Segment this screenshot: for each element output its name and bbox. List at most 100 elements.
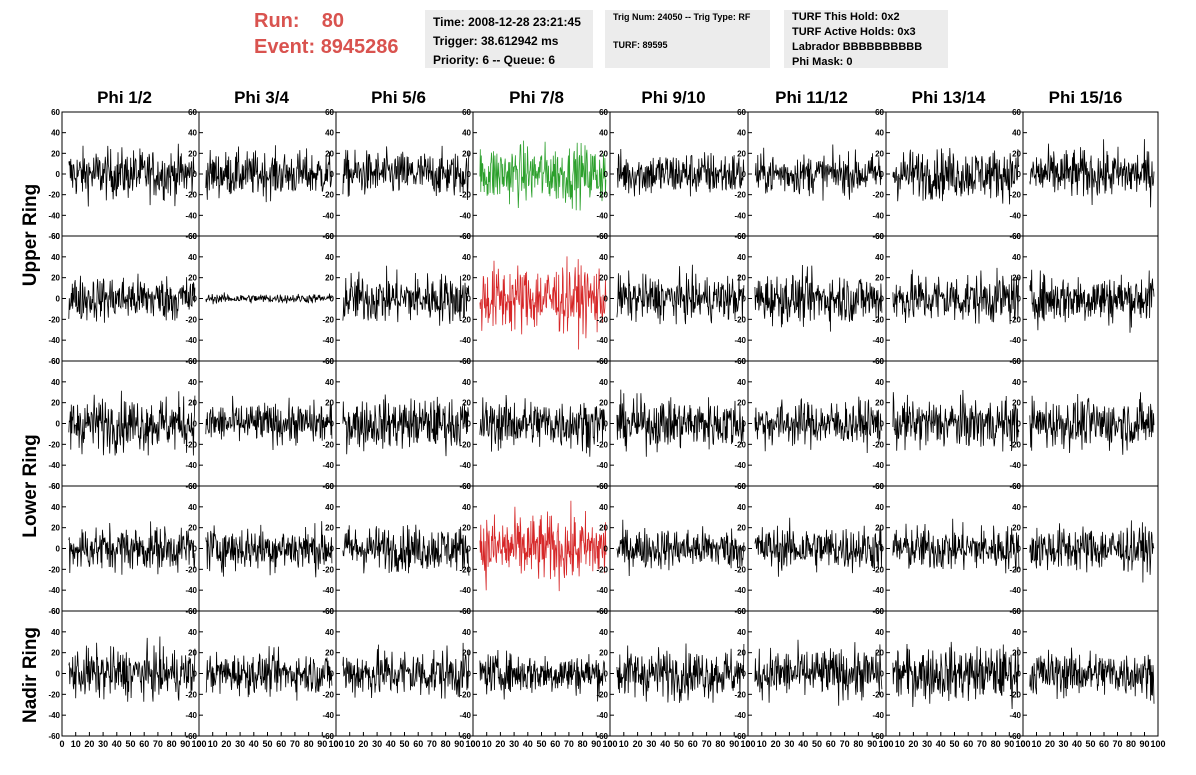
x-tick-label: 90 (180, 739, 190, 749)
x-tick-label: 100 (740, 739, 755, 749)
y-tick-label: -60 (48, 232, 60, 241)
y-tick-label: -40 (459, 211, 471, 220)
y-tick-label: 0 (742, 420, 747, 429)
y-tick-label: -20 (185, 315, 197, 324)
y-tick-label: 60 (1012, 482, 1021, 491)
y-tick-label: 20 (462, 274, 471, 283)
y-tick-label: 20 (51, 524, 60, 533)
waveform-trace (892, 147, 1020, 205)
y-tick-label: -40 (185, 211, 197, 220)
x-tick-label: 70 (290, 739, 300, 749)
x-tick-label: 60 (688, 739, 698, 749)
y-tick-label: 0 (330, 170, 335, 179)
y-tick-label: -20 (48, 690, 60, 699)
x-tick-label: 70 (564, 739, 574, 749)
y-tick-label: 40 (462, 628, 471, 637)
y-tick-label: 0 (742, 295, 747, 304)
x-tick-label: 20 (358, 739, 368, 749)
y-tick-label: -40 (734, 336, 746, 345)
y-tick-label: 20 (462, 524, 471, 533)
y-tick-label: 60 (875, 482, 884, 491)
y-tick-label: -60 (185, 732, 197, 741)
waveform-trace (68, 143, 196, 207)
event-value: 8945286 (320, 36, 399, 58)
x-tick-label: 20 (1045, 739, 1055, 749)
y-tick-label: 40 (462, 378, 471, 387)
y-tick-label: 60 (325, 607, 334, 616)
x-tick-label: 50 (399, 739, 409, 749)
y-tick-label: -40 (1009, 461, 1021, 470)
y-tick-label: 20 (737, 274, 746, 283)
x-tick-label: 0 (59, 739, 64, 749)
y-tick-label: 0 (604, 670, 609, 679)
y-tick-label: -40 (872, 461, 884, 470)
x-tick-label: 30 (509, 739, 519, 749)
y-tick-label: 0 (1017, 670, 1022, 679)
waveform-trace (754, 396, 883, 454)
waveform-trace (754, 264, 883, 332)
x-tick-label: 90 (1139, 739, 1149, 749)
trig-info-box: Trig Num: 24050 -- Trig Type: RF TURF: 8… (605, 10, 770, 68)
x-tick-label: 40 (798, 739, 808, 749)
y-tick-label: 40 (51, 628, 60, 637)
y-tick-label: 0 (56, 295, 61, 304)
y-tick-label: 60 (737, 482, 746, 491)
y-tick-label: 0 (56, 545, 61, 554)
y-tick-label: 0 (330, 670, 335, 679)
y-tick-label: 60 (1012, 607, 1021, 616)
y-tick-label: 20 (188, 149, 197, 158)
y-tick-label: -20 (322, 690, 334, 699)
y-tick-label: -20 (48, 191, 60, 200)
y-tick-label: 40 (188, 253, 197, 262)
x-tick-label: 100 (1015, 739, 1030, 749)
y-tick-label: -40 (322, 336, 334, 345)
y-tick-label: -20 (596, 191, 608, 200)
y-tick-label: 40 (51, 503, 60, 512)
y-tick-label: 40 (599, 378, 608, 387)
y-tick-label: -20 (322, 440, 334, 449)
y-tick-label: 40 (325, 253, 334, 262)
y-tick-label: 60 (875, 232, 884, 241)
x-tick-label: 60 (413, 739, 423, 749)
y-tick-label: 40 (737, 503, 746, 512)
y-tick-label: 20 (462, 649, 471, 658)
y-tick-label: 0 (193, 170, 198, 179)
x-tick-label: 50 (812, 739, 822, 749)
y-tick-label: 60 (1012, 108, 1021, 117)
y-tick-label: 20 (325, 274, 334, 283)
x-tick-label: 80 (991, 739, 1001, 749)
x-tick-label: 10 (345, 739, 355, 749)
y-tick-label: -20 (48, 440, 60, 449)
turf-active-holds-text: TURF Active Holds: 0x3 (792, 26, 916, 38)
y-tick-label: 40 (51, 129, 60, 138)
y-tick-label: -40 (48, 711, 60, 720)
x-tick-label: 90 (317, 739, 327, 749)
x-tick-label: 40 (660, 739, 670, 749)
y-tick-label: -40 (459, 711, 471, 720)
y-tick-label: 20 (51, 274, 60, 283)
y-tick-label: 40 (875, 378, 884, 387)
y-tick-label: 0 (742, 670, 747, 679)
y-tick-label: -40 (459, 461, 471, 470)
event-label: Event: (254, 36, 316, 58)
x-tick-label: 90 (454, 739, 464, 749)
y-tick-label: -20 (1009, 315, 1021, 324)
y-tick-label: 60 (188, 607, 197, 616)
y-tick-label: 40 (51, 378, 60, 387)
x-tick-label: 20 (495, 739, 505, 749)
y-tick-label: -60 (872, 732, 884, 741)
y-tick-label: 60 (1012, 232, 1021, 241)
y-tick-label: -20 (185, 690, 197, 699)
y-tick-label: 60 (462, 607, 471, 616)
y-tick-label: -20 (48, 315, 60, 324)
y-tick-label: 0 (330, 545, 335, 554)
x-tick-label: 10 (619, 739, 629, 749)
x-tick-label: 50 (125, 739, 135, 749)
y-tick-label: 60 (188, 108, 197, 117)
y-tick-label: 20 (875, 399, 884, 408)
column-header-phi-1-2: Phi 1/2 (97, 88, 152, 107)
y-tick-label: 40 (1012, 503, 1021, 512)
y-tick-label: -20 (596, 440, 608, 449)
x-tick-label: 30 (646, 739, 656, 749)
